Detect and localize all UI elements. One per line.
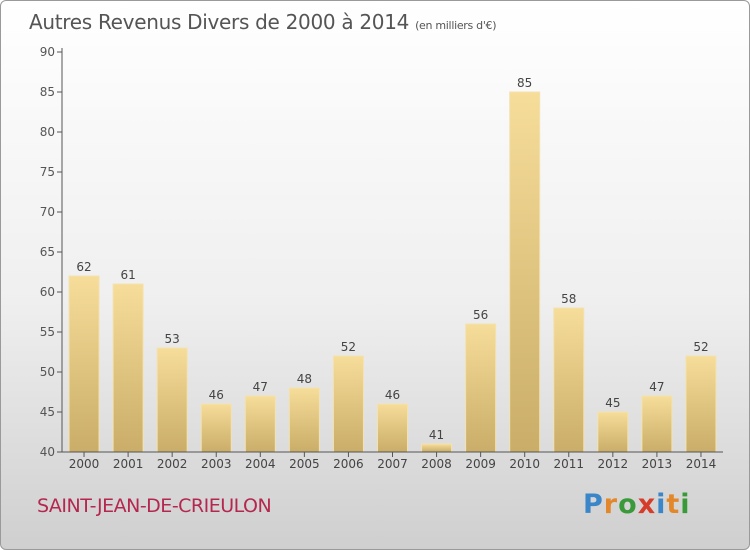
x-tick-label: 2005 [289, 457, 320, 471]
bar [112, 283, 144, 453]
x-tick-label: 2004 [245, 457, 276, 471]
y-tick-label: 75 [40, 165, 55, 179]
x-tick-label: 2014 [686, 457, 717, 471]
bar [332, 355, 364, 453]
chart-title-text: Autres Revenus Divers de 2000 à 2014 [29, 10, 410, 34]
bar [685, 355, 717, 453]
bar-value-label: 85 [517, 76, 532, 90]
bar [244, 395, 276, 453]
bar [553, 307, 585, 453]
chart-subtitle: (en milliers d'€) [415, 19, 497, 32]
value-labels: 62 61 53 46 47 48 52 46 41 56 85 58 45 47 52 [76, 76, 708, 442]
y-tick-label: 80 [40, 125, 55, 139]
bar [509, 91, 541, 453]
y-tick-label: 90 [40, 45, 55, 59]
y-tick-label: 60 [40, 285, 55, 299]
bar [465, 323, 497, 453]
bar-value-label: 53 [165, 332, 180, 346]
logo-letter: x [637, 489, 657, 520]
y-tick-label: 40 [40, 445, 55, 459]
bar [200, 403, 232, 453]
bar-value-label: 48 [297, 372, 312, 386]
y-tick-label: 55 [40, 325, 55, 339]
bar-value-label: 47 [253, 380, 268, 394]
bar-value-label: 47 [649, 380, 664, 394]
bar-value-label: 58 [561, 292, 576, 306]
logo-letter: t [666, 489, 681, 520]
chart-title: Autres Revenus Divers de 2000 à 2014 (en … [29, 10, 497, 34]
y-axis-ticks: 40 45 50 55 60 65 70 75 80 85 90 [40, 45, 62, 459]
bar-value-label: 56 [473, 308, 488, 322]
y-tick-label: 70 [40, 205, 55, 219]
bar-value-label: 45 [605, 396, 620, 410]
x-tick-label: 2012 [598, 457, 629, 471]
bar [597, 411, 629, 453]
bar [377, 403, 408, 453]
x-tick-label: 2008 [421, 457, 452, 471]
logo-letter: o [618, 489, 638, 520]
bar [641, 395, 673, 453]
bar-value-label: 52 [693, 340, 708, 354]
bar-value-label: 62 [76, 260, 91, 274]
logo-letter: i [656, 489, 667, 520]
x-tick-label: 2002 [157, 457, 188, 471]
x-tick-label: 2001 [113, 457, 144, 471]
bar [421, 443, 453, 453]
bar-value-label: 46 [385, 388, 400, 402]
y-tick-label: 85 [40, 85, 55, 99]
logo-letter: r [603, 489, 619, 520]
bar [68, 275, 100, 453]
bars [68, 91, 717, 453]
x-tick-label: 2010 [509, 457, 540, 471]
x-tick-label: 2009 [465, 457, 496, 471]
y-tick-label: 65 [40, 245, 55, 259]
x-tick-label: 2011 [553, 457, 584, 471]
bar [156, 347, 188, 453]
bar-value-label: 46 [209, 388, 224, 402]
commune-name: SAINT-JEAN-DE-CRIEULON [37, 495, 272, 517]
y-tick-label: 50 [40, 365, 55, 379]
x-tick-label: 2013 [642, 457, 673, 471]
x-tick-label: 2007 [377, 457, 408, 471]
proxiti-logo: Proxiti [583, 489, 691, 520]
x-tick-label: 2003 [201, 457, 232, 471]
x-tick-label: 2000 [69, 457, 100, 471]
bar [288, 387, 320, 453]
x-tick-label: 2006 [333, 457, 364, 471]
bar-value-label: 61 [120, 268, 135, 282]
x-axis-ticks: 2000 2001 2002 2003 2004 2005 2006 2007 2008 2009… [69, 452, 716, 471]
logo-letter: P [583, 489, 604, 520]
bar-value-label: 52 [341, 340, 356, 354]
bar-value-label: 41 [429, 428, 444, 442]
logo-letter: i [680, 489, 691, 520]
y-tick-label: 45 [40, 405, 55, 419]
